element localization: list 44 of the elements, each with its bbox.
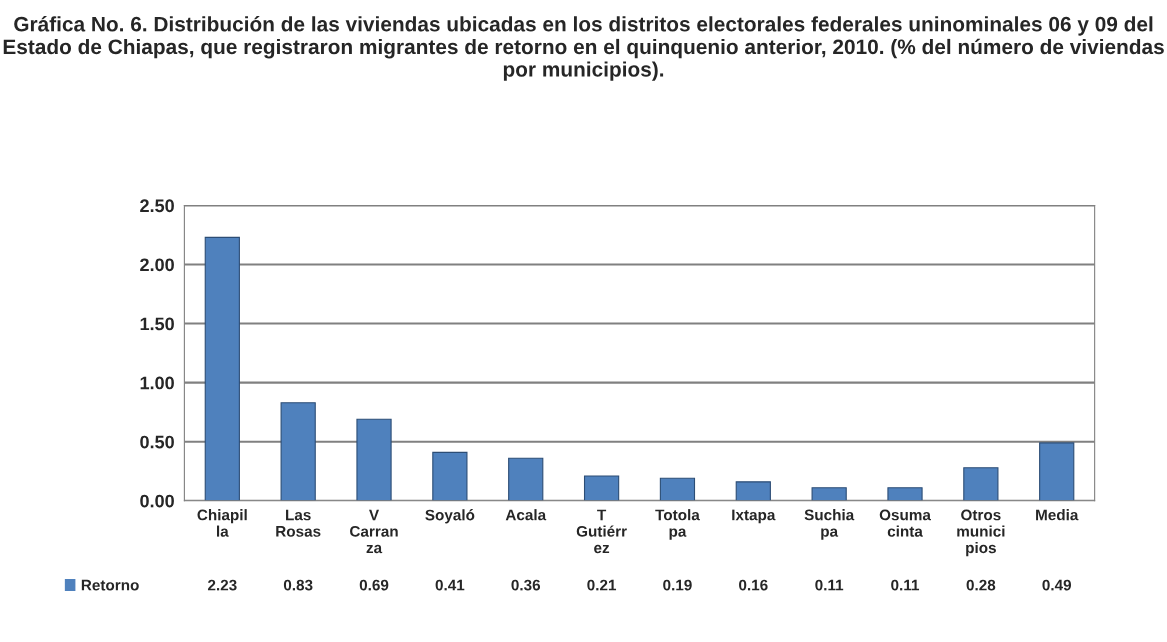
legend-label: Retorno [81, 579, 139, 591]
x-tick-label: T Gutiérr ez [576, 509, 627, 554]
x-tick-label: Suchia pa [804, 509, 855, 540]
y-tick-label: 0.50 [140, 435, 174, 449]
x-tick-label: Las Rosas [276, 509, 321, 537]
bar [508, 457, 544, 501]
bar [432, 451, 468, 501]
data-label: 0.11 [891, 579, 920, 591]
bar [583, 475, 620, 501]
y-tick-label: 1.00 [140, 376, 174, 390]
chart-title: Gráfica No. 6. Distribución de las viviendas ubicadas en los distritos electorales federales uninominales 06 y 09 del Estado de Chiapas, que registraron migrantes de retorno en el quinquenio anterior, 2010. (% del número de viviendas por municipios). [3, 16, 1164, 81]
bar [887, 487, 923, 501]
data-label: 0.28 [966, 579, 996, 591]
data-label: 0.11 [815, 579, 844, 591]
bar [204, 236, 240, 501]
bar [811, 487, 847, 501]
data-label: 0.16 [739, 579, 768, 591]
bar [963, 467, 999, 501]
bar [280, 402, 316, 501]
y-tick-label: 2.50 [140, 199, 174, 213]
data-label: 2.23 [207, 579, 237, 591]
data-label: 0.41 [435, 579, 465, 591]
x-tick-label: Soyaló [425, 509, 475, 524]
x-tick-label: Totola pa [655, 509, 700, 540]
x-tick-label: Acala [505, 509, 547, 521]
y-tick-label: 2.00 [140, 258, 174, 272]
bar [735, 481, 771, 501]
data-label: 0.21 [587, 579, 617, 591]
data-label: 0.36 [511, 579, 541, 591]
data-label: 0.19 [663, 579, 692, 591]
bar [356, 418, 392, 501]
x-tick-label: Osuma cinta [879, 509, 931, 537]
x-tick-label: Chiapil la [197, 509, 247, 537]
x-tick-label: Ixtapa [732, 509, 776, 524]
data-label: 0.69 [359, 579, 389, 591]
x-tick-label: Media [1036, 509, 1079, 521]
y-tick-label: 0.00 [140, 494, 174, 508]
x-tick-label: Otros munici pios [957, 509, 1005, 557]
bar [1039, 442, 1075, 501]
data-label: 0.83 [283, 579, 313, 591]
y-tick-label: 1.50 [140, 317, 174, 331]
bar [659, 477, 696, 501]
data-label: 0.49 [1042, 579, 1072, 591]
x-tick-label: V Carran za [350, 509, 398, 554]
